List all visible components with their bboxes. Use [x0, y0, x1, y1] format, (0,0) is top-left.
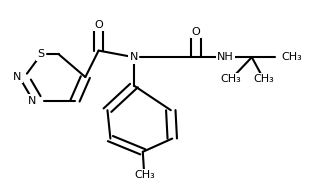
Text: O: O — [94, 20, 103, 30]
Text: CH₃: CH₃ — [221, 74, 242, 84]
Text: CH₃: CH₃ — [134, 170, 155, 180]
Text: CH₃: CH₃ — [281, 52, 302, 62]
Text: S: S — [38, 49, 45, 59]
Text: NH: NH — [217, 52, 234, 62]
Text: O: O — [191, 27, 200, 37]
Text: CH₃: CH₃ — [253, 74, 274, 84]
Text: N: N — [130, 52, 138, 62]
Text: N: N — [13, 72, 21, 82]
Text: N: N — [27, 96, 36, 106]
